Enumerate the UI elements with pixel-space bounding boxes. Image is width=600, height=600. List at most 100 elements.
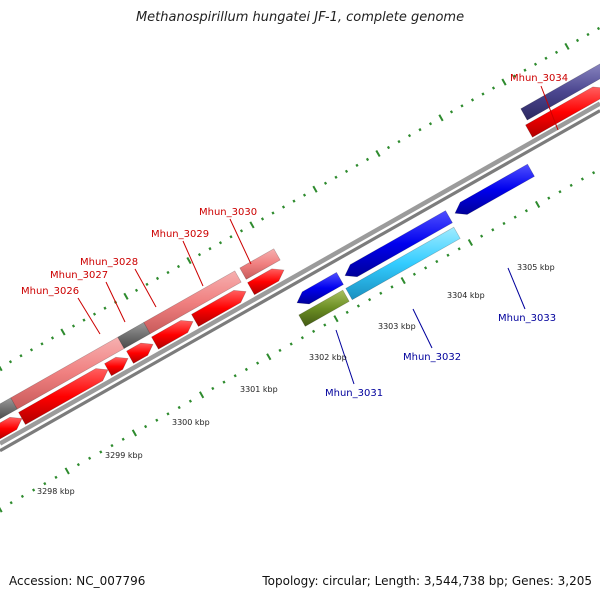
- minor-tick: [424, 266, 428, 270]
- gene-arrow-reverse[interactable]: [454, 163, 535, 215]
- minor-tick: [271, 211, 275, 215]
- minor-tick: [449, 110, 454, 114]
- minor-tick: [491, 228, 495, 232]
- gene-arrow-forward[interactable]: [525, 86, 600, 138]
- gene-label-mhun-3034[interactable]: Mhun_3034: [510, 73, 568, 84]
- gene-arrow-forward[interactable]: [104, 356, 129, 377]
- scale-label: 3298 kbp: [37, 487, 75, 496]
- minor-tick: [365, 157, 370, 162]
- scale-label: 3302 kbp: [309, 353, 347, 362]
- major-tick: [64, 467, 70, 475]
- minor-tick: [428, 122, 433, 126]
- gene-label-mhun-3031[interactable]: Mhun_3031: [325, 388, 383, 399]
- minor-tick: [446, 253, 450, 257]
- gene-feature-block[interactable]: [143, 270, 242, 335]
- gene-leader-line: [412, 308, 433, 349]
- major-tick: [186, 257, 192, 265]
- minor-tick: [155, 276, 160, 281]
- minor-tick: [9, 501, 13, 505]
- gene-arrow-forward[interactable]: [18, 368, 109, 425]
- gene-leader-line: [335, 329, 355, 385]
- minor-tick: [103, 306, 107, 310]
- minor-tick: [418, 128, 422, 132]
- minor-tick: [544, 56, 548, 60]
- gene-arrow-reverse[interactable]: [296, 271, 344, 305]
- backbone-line: [0, 101, 600, 446]
- gene-leader-line: [77, 297, 101, 335]
- minor-tick: [491, 86, 496, 90]
- genome-title: Methanospirillum hungatei JF-1, complete…: [135, 10, 465, 25]
- minor-tick: [40, 342, 44, 346]
- scale-label: 3305 kbp: [517, 263, 555, 272]
- gene-arrow-forward[interactable]: [247, 268, 285, 296]
- gene-label-mhun-3033[interactable]: Mhun_3033: [498, 313, 556, 324]
- minor-tick: [592, 171, 596, 175]
- major-tick: [249, 221, 255, 229]
- minor-tick: [386, 145, 391, 150]
- major-tick: [0, 365, 3, 372]
- gene-arrow-forward[interactable]: [151, 320, 194, 350]
- minor-tick: [99, 450, 103, 454]
- scale-label: 3304 kbp: [447, 291, 485, 300]
- gene-arrow-reverse[interactable]: [344, 210, 453, 278]
- minor-tick: [197, 253, 202, 257]
- minor-tick: [92, 312, 97, 316]
- gene-label-mhun-3026[interactable]: Mhun_3026: [21, 286, 79, 297]
- minor-tick: [145, 282, 149, 287]
- minor-tick: [121, 437, 125, 441]
- major-tick: [467, 238, 473, 247]
- major-tick: [199, 391, 205, 399]
- minor-tick: [177, 405, 181, 410]
- gene-label-mhun-3030[interactable]: Mhun_3030: [199, 207, 257, 218]
- backbone-line: [0, 109, 600, 453]
- gene-feature-block[interactable]: [239, 248, 281, 280]
- minor-tick: [155, 418, 159, 422]
- minor-tick: [470, 98, 475, 102]
- minor-tick: [379, 291, 383, 295]
- minor-tick: [218, 241, 223, 245]
- minor-tick: [208, 247, 212, 251]
- gene-feature-block[interactable]: [520, 63, 600, 121]
- gene-leader-line: [507, 267, 526, 310]
- minor-tick: [71, 324, 76, 328]
- minor-tick: [300, 336, 304, 340]
- minor-tick: [176, 264, 181, 269]
- minor-tick: [513, 215, 517, 219]
- minor-tick: [457, 247, 461, 251]
- minor-tick: [524, 209, 528, 213]
- minor-tick: [435, 259, 439, 264]
- minor-tick: [580, 177, 584, 181]
- gene-leader-line: [134, 268, 157, 308]
- major-tick: [375, 149, 381, 158]
- minor-tick: [166, 412, 170, 416]
- gene-arrow-forward[interactable]: [0, 416, 23, 440]
- minor-tick: [312, 329, 316, 333]
- minor-tick: [229, 235, 233, 239]
- minor-tick: [32, 488, 36, 492]
- gene-leader-line: [105, 281, 126, 323]
- gene-label-mhun-3032[interactable]: Mhun_3032: [403, 352, 461, 363]
- minor-tick: [345, 310, 349, 314]
- minor-tick: [88, 456, 92, 460]
- minor-tick: [368, 297, 372, 302]
- major-tick: [501, 78, 507, 86]
- gene-arrow-forward[interactable]: [126, 342, 154, 364]
- gene-label-mhun-3027[interactable]: Mhun_3027: [50, 270, 108, 281]
- scale-labels: 3298 kbp 3299 kbp 3300 kbp 3301 kbp 3302 kbp…: [37, 263, 555, 496]
- label-leader-lines: [77, 85, 559, 385]
- minor-tick: [547, 196, 551, 200]
- gene-labels: Mhun_3026 Mhun_3027 Mhun_3028 Mhun_3029 Mhun…: [21, 73, 568, 399]
- minor-tick: [134, 288, 139, 292]
- scale-label: 3303 kbp: [378, 322, 416, 331]
- gene-arrow-forward[interactable]: [191, 290, 247, 327]
- gene-feature-block[interactable]: [345, 226, 461, 301]
- minor-tick: [460, 104, 464, 108]
- minor-tick: [188, 399, 192, 403]
- minor-tick: [281, 205, 286, 209]
- gene-label-mhun-3028[interactable]: Mhun_3028: [80, 257, 138, 268]
- gene-feature-block[interactable]: [298, 289, 350, 327]
- minor-tick: [502, 221, 506, 226]
- gene-label-mhun-3029[interactable]: Mhun_3029: [151, 229, 209, 240]
- minor-tick: [76, 463, 80, 467]
